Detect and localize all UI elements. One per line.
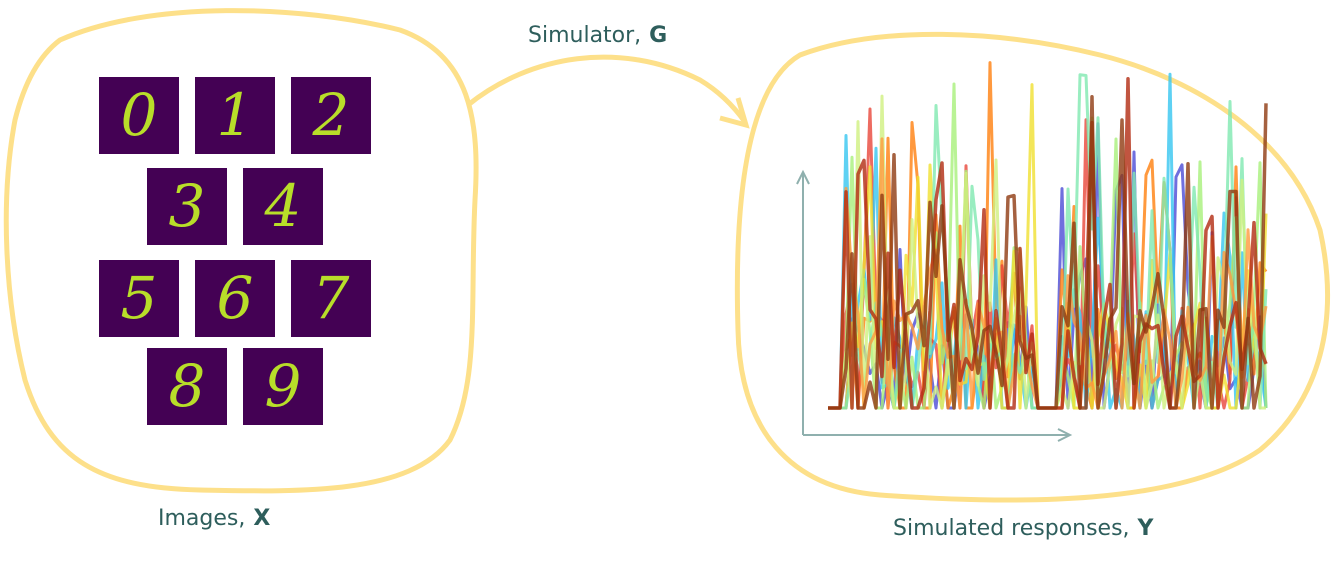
responses-blob — [734, 31, 1330, 503]
caption-text: Images, — [158, 506, 246, 531]
digit-image: 1 — [195, 77, 275, 154]
arrow-head — [719, 97, 750, 129]
digit-image: 4 — [243, 168, 323, 245]
digit-image: 7 — [291, 260, 371, 337]
digit-image: 2 — [291, 77, 371, 154]
digit-image: 0 — [99, 77, 179, 154]
digit-image: 3 — [147, 168, 227, 245]
digit-image: 6 — [195, 260, 275, 337]
caption-text: Simulator, — [528, 23, 642, 48]
trace — [828, 94, 1268, 410]
caption-text: Simulated responses, — [893, 516, 1130, 541]
responses-caption: Simulated responses, Y — [893, 516, 1153, 541]
simulator-caption: Simulator, G — [528, 23, 667, 48]
digit-image: 8 — [147, 348, 227, 425]
digit-image: 9 — [243, 348, 323, 425]
response-traces — [828, 61, 1268, 410]
caption-symbol: X — [253, 506, 271, 531]
x-axis — [803, 428, 1073, 442]
images-caption: Images, X — [158, 506, 270, 531]
caption-symbol: Y — [1137, 516, 1154, 541]
digit-image: 5 — [99, 260, 179, 337]
images-blob — [3, 8, 479, 494]
y-axis — [796, 169, 810, 435]
caption-symbol: G — [649, 23, 668, 48]
trace — [828, 76, 1268, 410]
simulator-arrow — [466, 54, 748, 124]
